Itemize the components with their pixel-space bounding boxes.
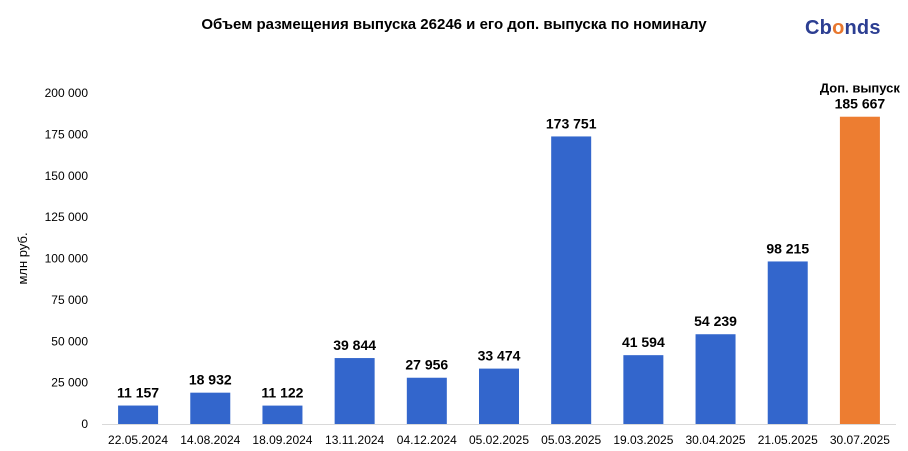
y-tick-label: 200 000 xyxy=(45,86,89,100)
x-tick-label: 22.05.2024 xyxy=(108,433,168,447)
data-label: 27 956 xyxy=(405,357,448,373)
bar xyxy=(767,261,808,424)
bar xyxy=(262,405,303,424)
x-tick-label: 04.12.2024 xyxy=(397,433,457,447)
bar xyxy=(839,116,880,424)
data-label: 41 594 xyxy=(622,334,665,350)
bar xyxy=(623,355,664,424)
logo-part-2: o xyxy=(832,17,845,39)
x-tick-label: 14.08.2024 xyxy=(180,433,240,447)
x-tick-label: 05.03.2025 xyxy=(541,433,601,447)
x-tick-label: 19.03.2025 xyxy=(613,433,673,447)
y-tick-label: 50 000 xyxy=(51,334,88,348)
y-tick-label: 100 000 xyxy=(45,252,89,266)
bar xyxy=(334,358,375,424)
data-label: 39 844 xyxy=(333,337,376,353)
data-label: 98 215 xyxy=(766,240,809,256)
x-tick-label: 13.11.2024 xyxy=(325,433,384,447)
data-label: 185 667 xyxy=(835,96,886,112)
bar xyxy=(695,334,736,424)
data-label: 18 932 xyxy=(189,372,232,388)
data-label: 173 751 xyxy=(546,115,597,131)
y-tick-label: 0 xyxy=(81,417,88,431)
y-tick-label: 75 000 xyxy=(51,293,88,307)
data-label: 33 474 xyxy=(478,348,521,364)
y-tick-label: 25 000 xyxy=(51,376,88,390)
y-axis-label: млн руб. xyxy=(15,232,30,284)
y-tick-label: 150 000 xyxy=(45,169,89,183)
data-label: 54 239 xyxy=(694,313,737,329)
bar xyxy=(118,405,159,424)
bar xyxy=(406,377,447,424)
bar xyxy=(551,136,592,425)
cbonds-logo: Cbonds xyxy=(805,17,881,40)
x-tick-label: 30.04.2025 xyxy=(686,433,746,447)
data-label: 11 157 xyxy=(117,385,159,401)
chart-title: Объем размещения выпуска 26246 и его доп… xyxy=(201,16,707,33)
data-label: 11 122 xyxy=(261,385,303,401)
bar-annotation: Доп. выпуск xyxy=(820,81,901,96)
bar xyxy=(479,368,519,424)
logo-part-1: Cb xyxy=(805,17,833,39)
y-tick-label: 125 000 xyxy=(45,210,89,224)
logo-part-3: nds xyxy=(844,17,881,39)
x-tick-label: 18.09.2024 xyxy=(252,433,312,447)
y-tick-label: 175 000 xyxy=(45,127,89,141)
bar xyxy=(190,392,231,424)
x-tick-label: 05.02.2025 xyxy=(469,433,529,447)
x-tick-label: 21.05.2025 xyxy=(758,433,818,447)
x-tick-label: 30.07.2025 xyxy=(830,433,890,447)
